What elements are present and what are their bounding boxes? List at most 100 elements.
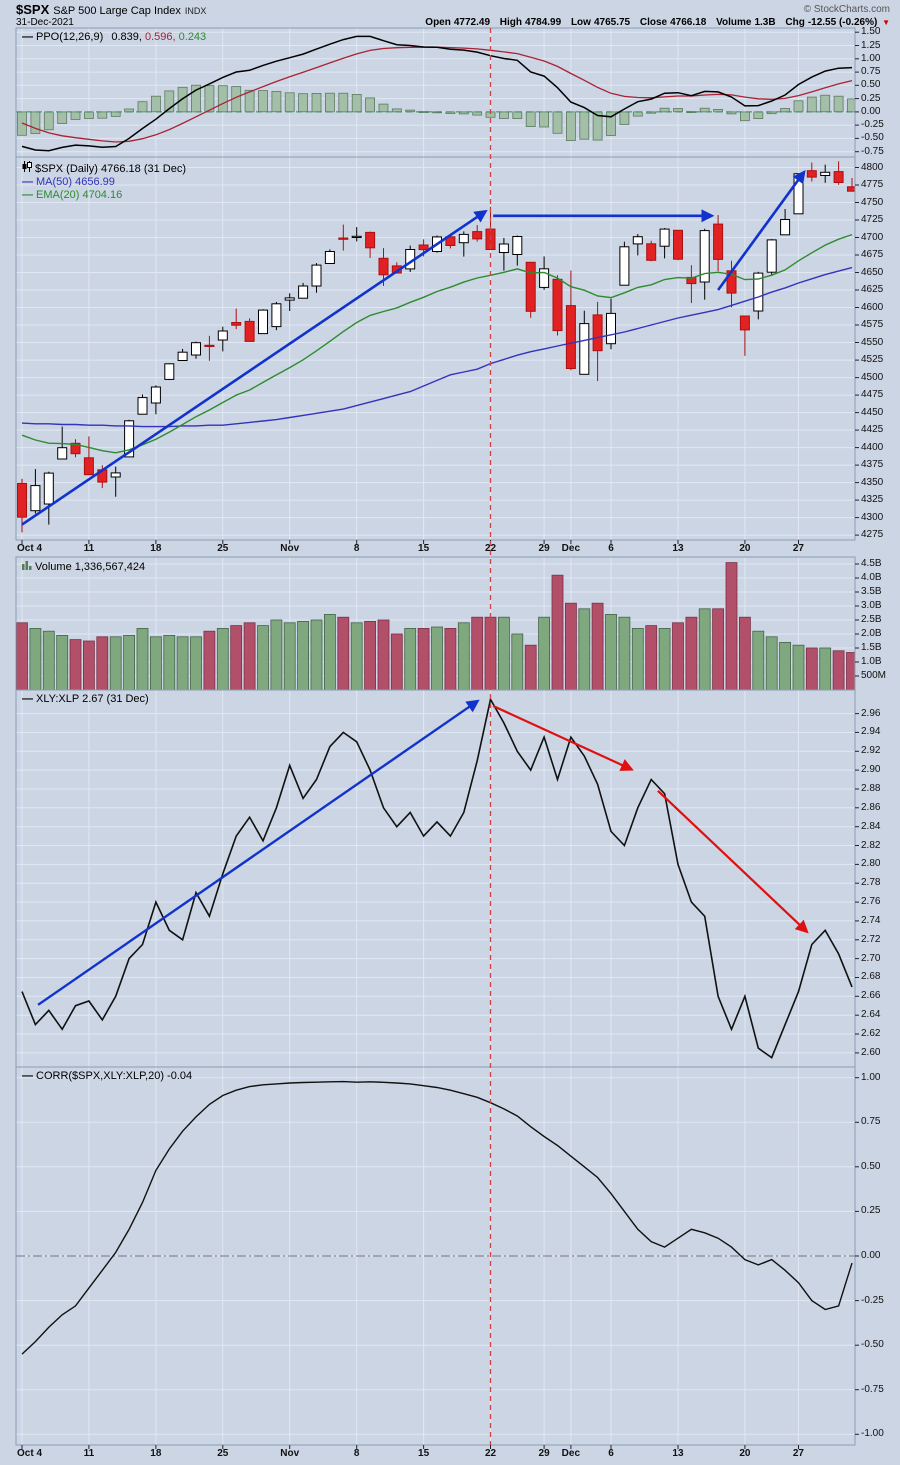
y-axis-tick-label: 0.50 bbox=[861, 1160, 881, 1172]
ema20-legend-row: — EMA(20) 4704.16 bbox=[22, 189, 186, 202]
x-axis-label: 6 bbox=[608, 1448, 614, 1459]
x-axis-label: 27 bbox=[792, 1448, 804, 1459]
y-axis-tick-label: 500M bbox=[861, 670, 887, 681]
y-axis-tick-label: 2.90 bbox=[861, 764, 881, 776]
y-axis-tick-label: 2.76 bbox=[861, 896, 881, 908]
x-axis-label: Dec bbox=[561, 543, 581, 554]
correlation-legend-text: CORR($SPX,XLY:XLP,20) -0.04 bbox=[36, 1070, 193, 1082]
open-value: 4772.49 bbox=[453, 17, 491, 28]
y-axis-tick-label: 2.88 bbox=[861, 782, 881, 794]
y-axis-tick-label: 4725 bbox=[861, 214, 884, 226]
ratio-legend-text: XLY:XLP 2.67 (31 Dec) bbox=[36, 693, 149, 705]
ppo-hist-value: 0.243 bbox=[178, 31, 207, 43]
y-axis-tick-label: -0.50 bbox=[861, 132, 884, 144]
ratio-line-icon: — bbox=[22, 693, 33, 705]
y-axis-tick-label: 4.0B bbox=[861, 572, 882, 583]
y-axis-tick-label: 4800 bbox=[861, 161, 884, 173]
y-axis-tick-label: -0.25 bbox=[861, 119, 884, 131]
low-value: 4765.75 bbox=[593, 17, 631, 28]
ppo-signal-value: 0.596, bbox=[144, 31, 176, 43]
y-axis-tick-label: 4375 bbox=[861, 459, 884, 471]
y-axis-tick-label: 2.60 bbox=[861, 1046, 881, 1058]
y-axis-tick-label: 4500 bbox=[861, 371, 884, 383]
x-axis-label: 25 bbox=[217, 543, 229, 554]
x-axis-label: 18 bbox=[150, 543, 162, 554]
y-axis-tick-label: 2.94 bbox=[861, 726, 881, 738]
candlestick-icon bbox=[22, 161, 32, 175]
y-axis-tick-label: 4550 bbox=[861, 336, 884, 348]
y-axis-tick-label: 2.78 bbox=[861, 877, 881, 889]
y-axis-tick-label: 2.92 bbox=[861, 745, 881, 757]
y-axis-tick-label: 2.68 bbox=[861, 971, 881, 983]
change-label: Chg bbox=[785, 17, 805, 28]
y-axis-tick-label: 2.80 bbox=[861, 858, 881, 870]
y-axis-tick-label: 2.5B bbox=[861, 614, 882, 625]
ma50-line-icon: — bbox=[22, 176, 33, 188]
x-axis-label: Oct 4 bbox=[17, 543, 43, 554]
y-axis-tick-label: 4475 bbox=[861, 389, 884, 401]
x-axis-label: 8 bbox=[353, 1448, 360, 1459]
high-label: High bbox=[499, 17, 523, 28]
y-axis-tick-label: 4275 bbox=[861, 529, 884, 541]
price-legend-row: $SPX (Daily) 4766.18 (31 Dec) bbox=[22, 161, 186, 176]
y-axis-tick-label: 4525 bbox=[861, 354, 884, 366]
high-value: 4784.99 bbox=[525, 17, 562, 28]
y-axis-tick-label: 1.50 bbox=[861, 26, 881, 38]
y-axis-tick-label: 1.00 bbox=[861, 1071, 881, 1083]
price-legend: $SPX (Daily) 4766.18 (31 Dec) — MA(50) 46… bbox=[22, 161, 186, 202]
volume-value: 1.3B bbox=[754, 17, 776, 28]
symbol-exchange: INDX bbox=[184, 6, 207, 16]
price-legend-text: $SPX (Daily) 4766.18 (31 Dec) bbox=[35, 163, 187, 175]
y-axis-tick-label: 4625 bbox=[861, 284, 884, 296]
y-axis-tick-label: 1.0B bbox=[861, 656, 882, 667]
x-axis-label: 29 bbox=[538, 543, 550, 554]
y-axis-tick-label: 2.84 bbox=[861, 820, 881, 832]
y-axis-tick-label: 4350 bbox=[861, 476, 884, 488]
x-axis-label: Nov bbox=[280, 1448, 300, 1459]
y-axis-tick-label: -0.50 bbox=[861, 1339, 884, 1351]
x-axis-label: 8 bbox=[353, 543, 360, 554]
x-axis-label: Oct 4 bbox=[17, 1448, 43, 1459]
x-axis-label: 22 bbox=[484, 543, 497, 554]
y-axis-tick-label: 2.74 bbox=[861, 914, 881, 926]
open-label: Open bbox=[425, 17, 451, 28]
y-axis-tick-label: -0.25 bbox=[861, 1294, 884, 1306]
y-axis-tick-label: 4750 bbox=[861, 196, 884, 208]
correlation-line-icon: — bbox=[22, 1070, 33, 1082]
x-axis-label: 22 bbox=[484, 1448, 497, 1459]
y-axis-tick-label: 4575 bbox=[861, 319, 884, 331]
volume-legend-text: Volume 1,336,567,424 bbox=[35, 561, 146, 573]
x-axis-label: Nov bbox=[280, 543, 300, 554]
y-axis-tick-label: 0.00 bbox=[861, 1250, 881, 1261]
symbol-name: S&P 500 Large Cap Index bbox=[53, 5, 181, 17]
x-axis-label: 20 bbox=[739, 1448, 751, 1459]
y-axis-tick-label: 0.50 bbox=[861, 79, 881, 91]
x-axis-label: 15 bbox=[418, 543, 430, 554]
x-axis-label: 27 bbox=[792, 543, 804, 554]
y-axis-tick-label: 2.96 bbox=[861, 707, 881, 719]
y-axis-tick-label: 4675 bbox=[861, 249, 884, 261]
y-axis-tick-label: 0.75 bbox=[861, 1116, 881, 1128]
x-axis-label: 11 bbox=[83, 543, 95, 554]
y-axis-tick-label: 2.66 bbox=[861, 990, 881, 1002]
ema20-legend-text: EMA(20) 4704.16 bbox=[36, 189, 123, 201]
y-axis-tick-label: 4400 bbox=[861, 441, 884, 453]
y-axis-tick-label: 3.0B bbox=[861, 600, 882, 611]
ppo-legend: — PPO(12,26,9) 0.839, 0.596, 0.243 bbox=[22, 31, 206, 44]
y-axis-tick-label: 1.25 bbox=[861, 39, 881, 51]
ema20-line-icon: — bbox=[22, 189, 33, 201]
x-axis-label: 29 bbox=[538, 1448, 550, 1459]
quote-summary: Open 4772.49 High 4784.99 Low 4765.75 Close… bbox=[418, 17, 890, 28]
y-axis-tick-label: 0.00 bbox=[861, 105, 881, 117]
y-axis-tick-label: 4600 bbox=[861, 301, 884, 313]
volume-legend: Volume 1,336,567,424 bbox=[22, 560, 145, 574]
change-value: -12.55 (-0.26%) bbox=[807, 17, 878, 28]
y-axis-tick-label: 2.86 bbox=[861, 801, 881, 813]
low-label: Low bbox=[570, 17, 591, 28]
x-axis-label: 25 bbox=[217, 1448, 229, 1459]
symbol-ticker: $SPX bbox=[16, 2, 50, 17]
copyright-text: © StockCharts.com bbox=[803, 4, 890, 15]
y-axis-tick-label: -1.00 bbox=[861, 1428, 884, 1440]
y-axis-tick-label: 4425 bbox=[861, 424, 884, 436]
